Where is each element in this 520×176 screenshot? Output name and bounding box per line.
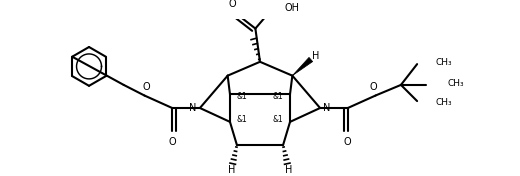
Text: &1: &1 <box>237 115 248 124</box>
Text: &1: &1 <box>272 92 283 101</box>
Text: CH₃: CH₃ <box>436 98 452 107</box>
Text: CH₃: CH₃ <box>436 58 452 67</box>
Text: O: O <box>228 0 236 9</box>
Text: O: O <box>369 82 377 92</box>
Text: O: O <box>344 137 352 147</box>
Text: O: O <box>143 82 151 92</box>
Text: &1: &1 <box>272 115 283 124</box>
Text: &1: &1 <box>237 92 248 101</box>
Text: H: H <box>312 51 319 61</box>
Text: N: N <box>323 103 331 113</box>
Text: OH: OH <box>284 3 299 13</box>
Text: H: H <box>228 165 235 175</box>
Text: O: O <box>168 137 176 147</box>
Text: H: H <box>285 165 292 175</box>
Text: CH₃: CH₃ <box>447 80 464 89</box>
Polygon shape <box>292 57 313 76</box>
Text: N: N <box>189 103 197 113</box>
